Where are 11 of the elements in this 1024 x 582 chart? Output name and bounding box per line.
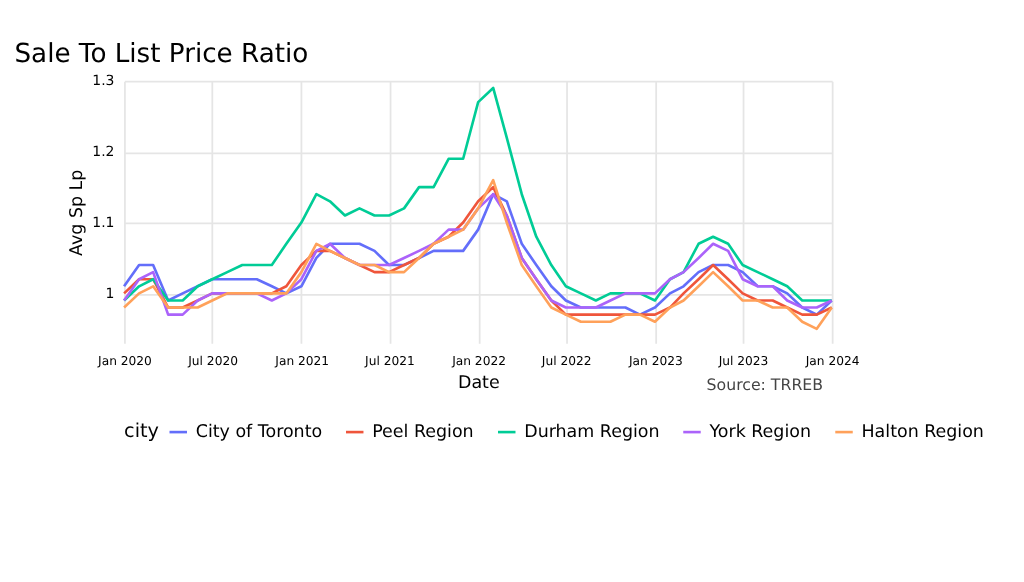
legend-label: City of Toronto <box>195 423 323 444</box>
chart-title: Sale To List Price Ratio <box>14 39 309 70</box>
x-axis-title: Date <box>457 373 500 394</box>
legend-label: Durham Region <box>524 423 660 444</box>
line-series <box>122 86 834 302</box>
legend-label: Halton Region <box>861 423 984 444</box>
y-axis-title: Avg Sp Lp <box>67 168 88 256</box>
legend-label: York Region <box>707 423 811 444</box>
source-note: Source: TRREB <box>706 376 824 395</box>
legend-title: city <box>124 421 160 444</box>
legend-label: Peel Region <box>372 423 474 444</box>
